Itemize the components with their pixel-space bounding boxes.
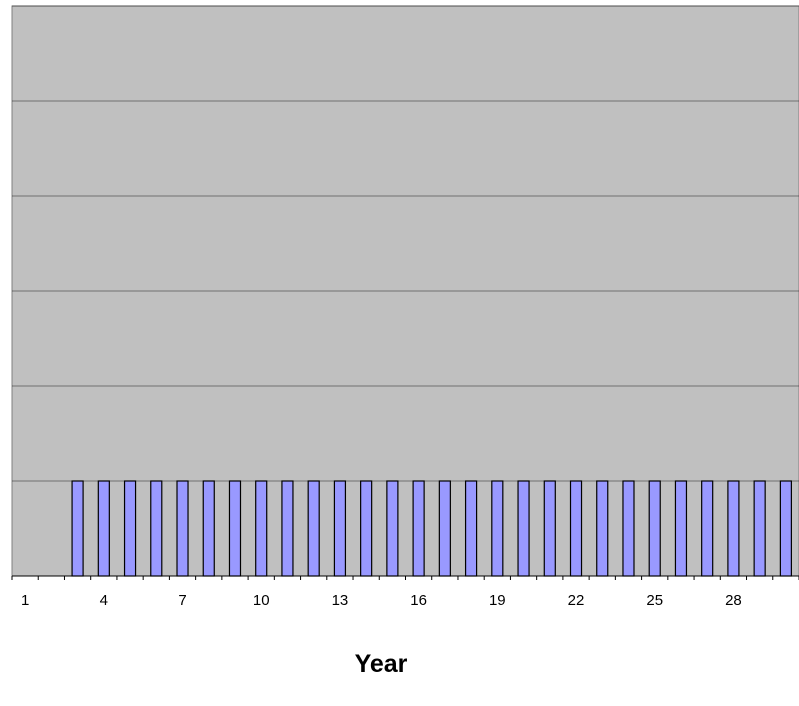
- bar: [701, 480, 714, 577]
- bar: [491, 480, 504, 577]
- x-tick-label: 16: [410, 592, 427, 609]
- bar: [464, 480, 478, 577]
- bar: [307, 480, 320, 577]
- x-tick-label: 19: [489, 592, 506, 609]
- bar: [753, 480, 766, 577]
- x-tick-label: 25: [646, 592, 663, 609]
- bar: [333, 480, 347, 577]
- bar: [543, 480, 556, 577]
- bar: [596, 480, 609, 577]
- x-tick-label: 10: [253, 592, 270, 609]
- bar: [202, 480, 215, 577]
- bar: [228, 480, 242, 577]
- bar: [622, 480, 635, 577]
- gridlines: [12, 5, 799, 482]
- bar: [412, 480, 425, 577]
- bar: [360, 480, 373, 577]
- x-tick-label: 4: [100, 592, 108, 609]
- bar: [438, 480, 451, 577]
- x-tick-label: 1: [21, 592, 29, 609]
- bar: [386, 480, 399, 577]
- bar: [150, 480, 163, 577]
- bar: [71, 480, 84, 577]
- bar: [123, 480, 137, 577]
- x-axis-title: Year: [355, 650, 408, 678]
- bar: [255, 480, 268, 577]
- bars: [71, 480, 792, 577]
- bar: [176, 480, 189, 577]
- x-tick-label: 7: [178, 592, 186, 609]
- x-tick-labels: 1 4 7 10 13 16 19 22 25 28: [21, 592, 742, 609]
- x-tick-label: 28: [725, 592, 742, 609]
- bar: [569, 480, 583, 577]
- x-ticks: [11, 576, 799, 580]
- bar: [779, 480, 792, 577]
- bar: [97, 480, 110, 577]
- bar: [517, 480, 530, 577]
- x-tick-label: 22: [568, 592, 585, 609]
- bar: [674, 480, 688, 577]
- bar: [727, 480, 740, 577]
- bar: [648, 480, 661, 577]
- x-tick-label: 13: [332, 592, 349, 609]
- bar: [281, 480, 294, 577]
